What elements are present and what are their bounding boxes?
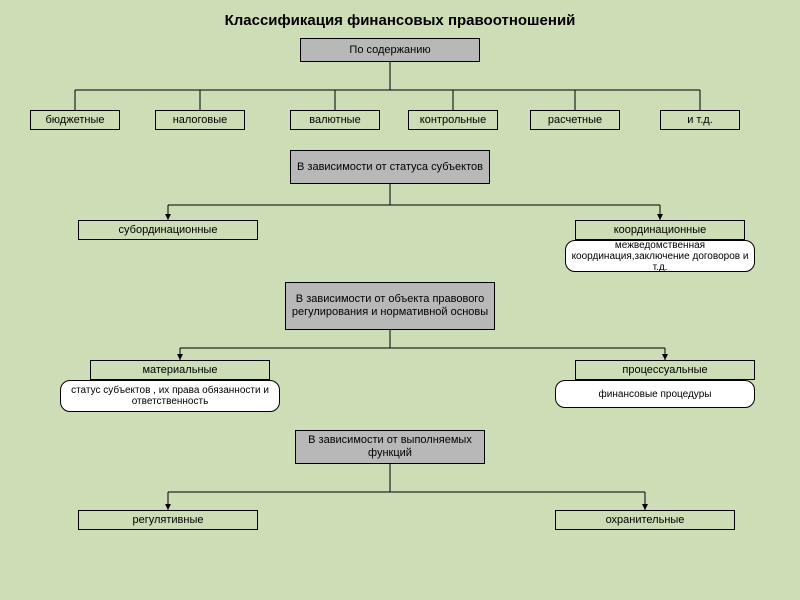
category-leaf-l1: бюджетные [30,110,120,130]
note-bubble-b2: статус субъектов , их права обязанности … [60,380,280,412]
category-leaf-l8: координационные [575,220,745,240]
category-leaf-l5: расчетные [530,110,620,130]
category-header-h3: В зависимости от объекта правового регул… [285,282,495,330]
category-header-h4: В зависимости от выполняемых функций [295,430,485,464]
category-leaf-l2: налоговые [155,110,245,130]
note-bubble-b1: межведомственная координация,заключение … [565,240,755,272]
category-leaf-l4: контрольные [408,110,498,130]
category-leaf-l12: охранительные [555,510,735,530]
category-leaf-l11: регулятивные [78,510,258,530]
diagram-title: Классификация финансовых правоотношений [0,12,800,29]
category-leaf-l7: субординационные [78,220,258,240]
category-leaf-l9: материальные [90,360,270,380]
category-leaf-l10: процессуальные [575,360,755,380]
category-header-h2: В зависимости от статуса субъектов [290,150,490,184]
category-header-h1: По содержанию [300,38,480,62]
category-leaf-l6: и т.д. [660,110,740,130]
category-leaf-l3: валютные [290,110,380,130]
note-bubble-b3: финансовые процедуры [555,380,755,408]
